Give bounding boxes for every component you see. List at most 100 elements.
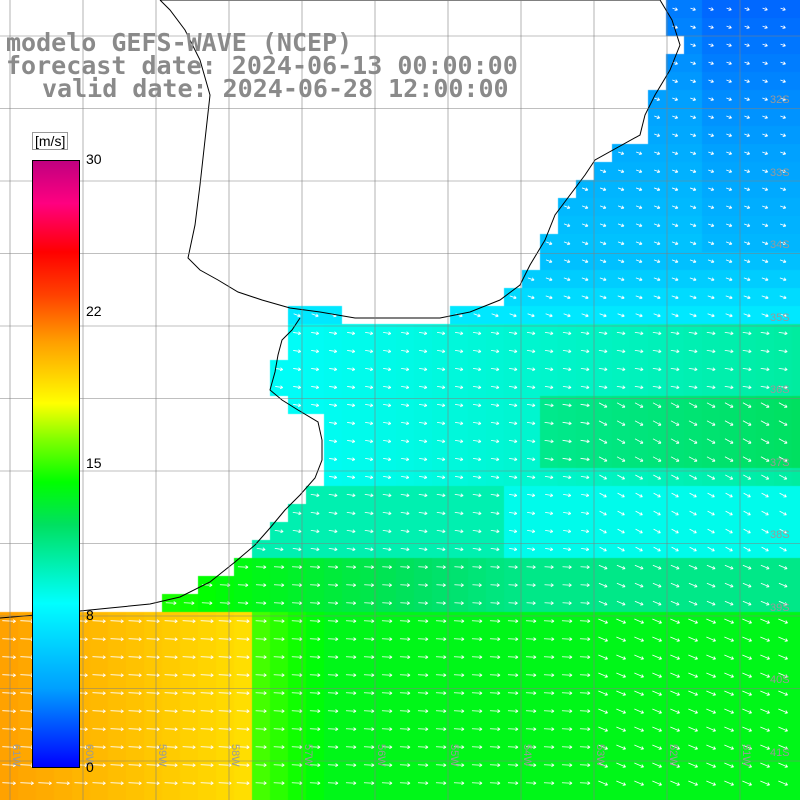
wind-arrow	[616, 564, 626, 570]
wind-arrow	[598, 385, 608, 390]
wind-arrow	[598, 690, 608, 696]
wind-arrow	[761, 259, 769, 264]
wind-arrow	[507, 763, 519, 768]
wind-arrow	[544, 385, 554, 390]
wind-arrow	[743, 474, 752, 480]
wind-arrow	[419, 385, 428, 390]
wind-arrow	[617, 187, 625, 192]
wind-arrow	[690, 43, 696, 47]
wind-arrow	[743, 223, 751, 228]
wind-arrow	[744, 187, 751, 191]
wind-arrow	[635, 510, 643, 516]
wind-arrow	[671, 187, 679, 192]
wind-arrow	[654, 151, 661, 155]
wind-arrow	[471, 673, 483, 678]
wind-arrow	[472, 493, 482, 498]
wind-arrow	[453, 745, 465, 750]
wind-arrow	[617, 259, 625, 264]
wind-arrow	[652, 582, 662, 588]
wind-arrow	[706, 654, 716, 660]
wind-arrow	[689, 528, 697, 534]
wind-arrow	[347, 421, 356, 426]
wind-arrow	[255, 673, 267, 678]
wind-arrow	[454, 457, 464, 462]
wind-arrow	[581, 223, 589, 228]
wind-arrow	[653, 528, 661, 534]
wind-arrow	[399, 709, 411, 714]
wind-arrow	[598, 420, 608, 426]
wind-arrow	[255, 619, 267, 624]
wind-arrow	[437, 421, 446, 426]
wind-arrow	[292, 529, 302, 534]
wind-arrow	[742, 420, 752, 426]
wind-arrow	[309, 709, 321, 714]
wind-arrow	[365, 385, 374, 390]
wind-arrow	[418, 583, 428, 588]
wind-arrow	[563, 493, 572, 498]
wind-arrow	[381, 727, 393, 732]
wind-arrow	[417, 619, 429, 624]
wind-arrow	[526, 583, 536, 587]
wind-arrow	[742, 582, 752, 588]
wind-arrow	[688, 726, 698, 732]
wind-arrow	[652, 331, 662, 336]
wind-arrow	[382, 511, 392, 516]
wind-arrow	[437, 385, 446, 390]
wind-arrow	[598, 438, 608, 444]
wind-arrow	[255, 583, 267, 588]
wind-arrow	[724, 726, 734, 732]
wind-arrow	[365, 475, 374, 480]
wind-arrow	[742, 438, 752, 444]
wind-arrow	[38, 781, 52, 786]
wind-arrow	[760, 564, 770, 570]
wind-arrow	[345, 727, 357, 732]
wind-arrow	[599, 492, 607, 498]
wind-arrow	[146, 727, 160, 732]
wind-arrow	[580, 385, 590, 390]
wind-arrow	[2, 781, 16, 786]
wind-arrow	[509, 511, 518, 516]
wind-arrow	[525, 727, 537, 732]
wind-arrow	[780, 151, 787, 155]
wind-arrow	[724, 690, 734, 696]
wind-arrow	[293, 403, 302, 408]
wind-arrow	[672, 151, 679, 155]
wind-arrow	[743, 510, 751, 516]
wind-arrow	[471, 709, 483, 714]
wind-arrow	[56, 781, 70, 786]
wind-arrow	[509, 529, 518, 534]
wind-arrow	[671, 474, 680, 480]
wind-arrow	[508, 439, 518, 444]
wind-arrow	[110, 727, 124, 732]
wind-arrow	[236, 655, 250, 660]
wind-arrow	[652, 708, 662, 714]
wind-arrow	[617, 277, 625, 282]
wind-arrow	[347, 439, 356, 444]
wind-arrow	[598, 564, 608, 570]
wind-arrow	[471, 655, 483, 660]
wind-arrow	[490, 403, 500, 408]
wind-arrow	[708, 7, 714, 11]
wind-arrow	[561, 709, 573, 714]
wind-arrow	[182, 673, 196, 678]
wind-arrow	[491, 313, 499, 318]
wind-arrow	[472, 547, 482, 552]
wind-arrow	[580, 439, 590, 444]
wind-arrow	[688, 618, 698, 624]
wind-arrow	[635, 223, 643, 228]
wind-arrow	[724, 672, 734, 678]
wind-arrow	[273, 727, 285, 732]
wind-arrow	[543, 619, 555, 624]
wind-arrow	[525, 637, 537, 642]
wind-arrow	[472, 421, 482, 426]
wind-arrow	[670, 780, 680, 786]
wind-arrow	[489, 691, 501, 696]
wind-arrow	[236, 673, 250, 678]
wind-arrow	[616, 349, 626, 354]
wind-arrow	[670, 438, 680, 444]
wind-arrow	[760, 726, 770, 732]
wind-arrow	[437, 475, 446, 480]
wind-arrow	[383, 439, 392, 444]
wind-arrow	[490, 385, 500, 390]
wind-arrow	[328, 529, 338, 534]
